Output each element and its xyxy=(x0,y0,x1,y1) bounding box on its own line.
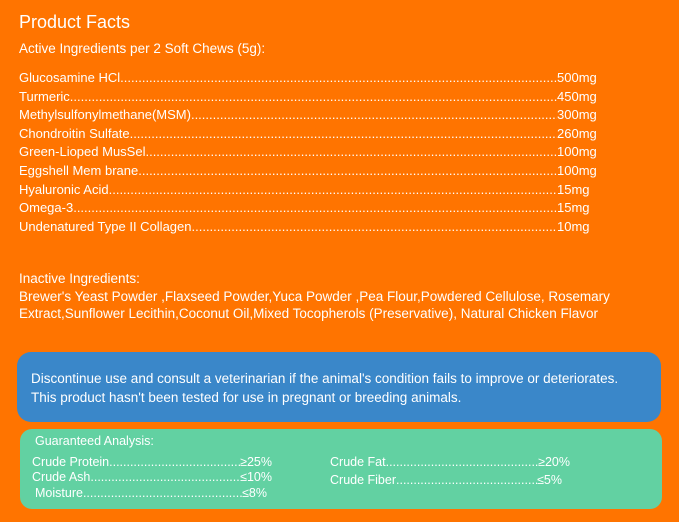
ingredient-value: 10mg xyxy=(557,218,590,234)
ingredient-value: 15mg xyxy=(557,200,590,216)
guaranteed-analysis-box: Guaranteed Analysis: Crude Protein ≥25% C… xyxy=(20,429,662,509)
list-item: Turmeric 450mg xyxy=(19,88,609,107)
ingredient-name: Methylsulfonylmethane(MSM) xyxy=(19,107,191,123)
ingredient-value: 500mg xyxy=(557,70,597,85)
ingredient-name: Chondroitin Sulfate xyxy=(19,125,130,141)
analysis-value: ≥25% xyxy=(240,455,272,469)
ingredient-value: 15mg xyxy=(557,181,590,197)
list-item: Omega-3 15mg xyxy=(19,199,609,218)
ingredient-name: Omega-3 xyxy=(19,200,74,216)
ingredient-value: 300mg xyxy=(557,107,597,123)
ingredient-value: 450mg xyxy=(557,88,597,104)
analysis-value: ≤10% xyxy=(240,470,272,484)
page-title: Product Facts xyxy=(19,12,131,32)
list-item: Green-Lioped MusSel 100mg xyxy=(19,143,609,162)
analysis-item: Crude Ash ≤10% xyxy=(32,469,272,485)
list-item: Hyaluronic Acid 15mg xyxy=(19,181,609,200)
active-heading: Active Ingredients per 2 Soft Chews (5g)… xyxy=(19,41,266,56)
warning-box: Discontinue use and consult a veterinari… xyxy=(17,352,661,422)
analysis-name: Moisture xyxy=(35,486,83,500)
analysis-value: ≤8% xyxy=(242,486,267,500)
analysis-name: Crude Fiber xyxy=(330,473,396,487)
ingredient-name: Glucosamine HCl xyxy=(19,70,121,85)
list-item: Glucosamine HCl 500mg xyxy=(19,69,609,88)
ingredient-value: 260mg xyxy=(557,125,597,141)
inactive-ingredients: Inactive Ingredients: Brewer's Yeast Pow… xyxy=(19,270,669,323)
analysis-item: Moisture ≤8% xyxy=(35,485,267,501)
ingredient-name: Turmeric xyxy=(19,88,70,104)
analysis-name: Crude Protein xyxy=(32,455,110,469)
ingredient-name: Undenatured Type II Collagen xyxy=(19,218,192,234)
analysis-item: Crude Fat ≥20% xyxy=(330,454,570,470)
analysis-item: Crude Protein ≥25% xyxy=(32,454,272,470)
analysis-item: Crude Fiber ≤5% xyxy=(330,472,562,488)
active-ingredients-list: Glucosamine HCl 500mg Turmeric 450mg Methy… xyxy=(19,69,609,236)
list-item: Methylsulfonylmethane(MSM) 300mg xyxy=(19,106,609,125)
ingredient-name: Green-Lioped MusSel xyxy=(19,144,146,160)
analysis-value: ≥20% xyxy=(538,455,570,469)
warning-text: Discontinue use and consult a veterinari… xyxy=(31,371,619,405)
list-item: Eggshell Mem brane 100mg xyxy=(19,162,609,181)
list-item: Chondroitin Sulfate 260mg xyxy=(19,125,609,144)
ingredient-value: 100mg xyxy=(557,144,597,160)
ingredient-name: Hyaluronic Acid xyxy=(19,181,109,197)
analysis-name: Crude Fat xyxy=(330,455,386,469)
analysis-heading: Guaranteed Analysis: xyxy=(35,434,154,448)
inactive-heading: Inactive Ingredients: xyxy=(19,271,140,286)
analysis-value: ≤5% xyxy=(537,473,562,487)
ingredient-name: Eggshell Mem brane xyxy=(19,162,139,178)
ingredient-value: 100mg xyxy=(557,162,597,178)
list-item: Undenatured Type II Collagen 10mg xyxy=(19,218,609,237)
inactive-text: Brewer's Yeast Powder ,Flaxseed Powder,Y… xyxy=(19,288,610,322)
analysis-name: Crude Ash xyxy=(32,470,91,484)
